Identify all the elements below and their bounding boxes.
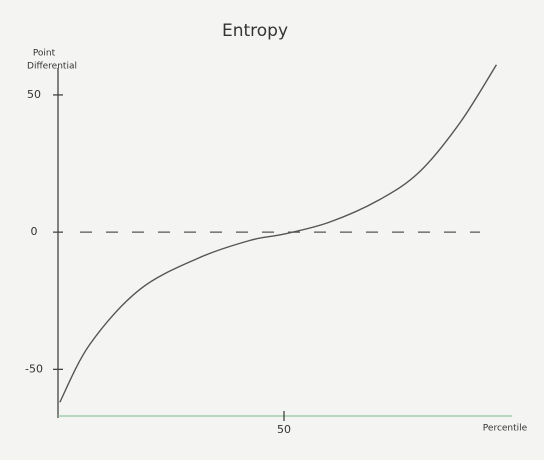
y-tick-label: 50 — [27, 88, 41, 101]
y-tick-label: -50 — [25, 362, 43, 375]
data-line — [59, 64, 498, 403]
y-axis-label: Differential — [27, 62, 77, 72]
chart-title: Entropy — [222, 21, 288, 41]
y-tick-label: 0 — [31, 225, 38, 238]
x-axis-label: Percentile — [483, 424, 528, 434]
x-tick-label: 50 — [277, 423, 291, 436]
y-axis-label: Point — [33, 49, 56, 59]
